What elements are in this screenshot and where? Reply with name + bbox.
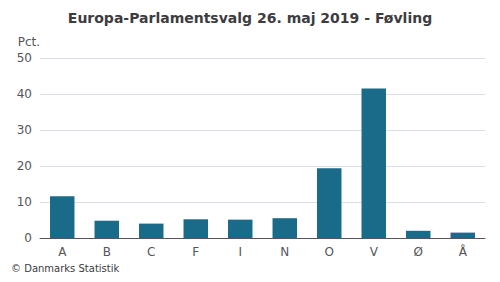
svg-text:0: 0 xyxy=(24,231,32,245)
svg-text:© Danmarks Statistik: © Danmarks Statistik xyxy=(11,263,120,274)
svg-text:A: A xyxy=(58,245,67,259)
svg-text:20: 20 xyxy=(17,159,32,173)
svg-text:Ø: Ø xyxy=(414,245,423,259)
svg-text:O: O xyxy=(325,245,334,259)
svg-text:Europa-Parlamentsvalg 26. maj: Europa-Parlamentsvalg 26. maj 2019 - Føv… xyxy=(68,10,432,26)
svg-text:40: 40 xyxy=(17,87,32,101)
svg-text:C: C xyxy=(147,245,155,259)
svg-text:I: I xyxy=(238,245,242,259)
svg-text:F: F xyxy=(192,245,199,259)
svg-text:50: 50 xyxy=(17,51,32,65)
svg-text:N: N xyxy=(280,245,289,259)
svg-text:30: 30 xyxy=(17,123,32,137)
svg-text:Å: Å xyxy=(459,244,468,259)
svg-text:B: B xyxy=(103,245,111,259)
svg-text:V: V xyxy=(370,245,379,259)
svg-text:Pct.: Pct. xyxy=(18,35,40,49)
svg-text:10: 10 xyxy=(17,195,32,209)
